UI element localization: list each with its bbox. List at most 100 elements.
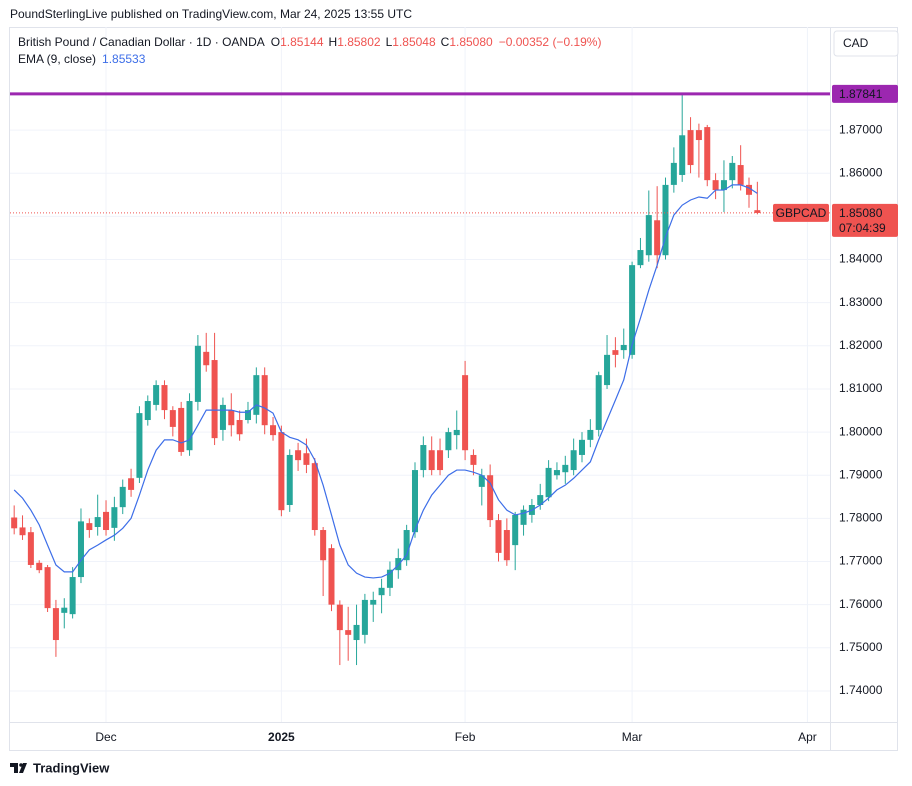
candle-body <box>261 375 268 426</box>
ohlc-value: 1.85048 <box>392 35 436 49</box>
candle-body <box>228 410 235 426</box>
candle-body <box>478 475 485 487</box>
candle-body <box>662 184 669 256</box>
x-tick-label: Apr <box>798 730 817 744</box>
symbol-legend: British Pound / Canadian Dollar · 1D · O… <box>18 35 601 49</box>
candle-body <box>629 265 636 355</box>
candle-body <box>420 445 427 471</box>
y-tick-label: 1.86000 <box>839 165 883 179</box>
candle-body <box>186 401 193 451</box>
ohlc-value: 1.85080 <box>449 35 493 49</box>
y-tick-label: 1.87000 <box>839 122 883 136</box>
ohlc-value: 1.85802 <box>337 35 381 49</box>
candle-body <box>286 454 293 506</box>
candle-body <box>754 210 761 213</box>
symbol-label-box <box>773 203 829 222</box>
indicator-legend: EMA (9, close) 1.85533 <box>18 52 146 66</box>
candle-body <box>503 530 510 561</box>
candle-body <box>712 180 719 191</box>
candle-body <box>470 454 477 465</box>
candle-body <box>695 130 702 141</box>
hline-label: 1.87841 <box>839 87 883 101</box>
candle-body <box>320 530 327 561</box>
candle-body <box>270 425 277 436</box>
candle-body <box>403 530 410 561</box>
symbol-label: GBPCAD <box>776 206 827 220</box>
indicator-value: 1.85533 <box>102 52 146 66</box>
candle-body <box>595 375 602 430</box>
candle-body <box>236 420 243 435</box>
candle-body <box>44 567 51 609</box>
currency-box[interactable] <box>833 30 899 57</box>
price-label: 1.85080 <box>839 206 883 220</box>
y-tick-label: 1.84000 <box>839 252 883 266</box>
candle-body <box>378 587 385 596</box>
candle-body <box>161 385 168 411</box>
candle-body <box>537 495 544 506</box>
y-tick-label: 1.82000 <box>839 338 883 352</box>
candle-body <box>670 162 677 185</box>
candle-body <box>69 577 76 615</box>
frame <box>9 27 898 751</box>
x-tick-label: Mar <box>622 730 643 744</box>
y-tick-label: 1.81000 <box>839 381 883 395</box>
candle-body <box>203 351 210 366</box>
ohlc-value: 1.85144 <box>280 35 324 49</box>
candle-body <box>520 509 527 525</box>
y-tick-label: 1.75000 <box>839 640 883 654</box>
y-tick-label: 1.78000 <box>839 511 883 525</box>
candle-body <box>729 162 736 181</box>
currency[interactable]: CAD <box>843 36 869 50</box>
candle-body <box>345 630 352 635</box>
candle-body <box>94 517 101 528</box>
candle-body <box>512 514 519 546</box>
footer-brand: TradingView <box>33 760 110 775</box>
x-tick-label: Dec <box>95 730 116 744</box>
hline-label-box <box>832 84 898 103</box>
candle-body <box>737 165 744 185</box>
candle-body <box>11 517 18 529</box>
candle-body <box>253 375 260 415</box>
candle-body <box>720 180 727 191</box>
candle-body <box>637 250 644 266</box>
candle-body <box>553 470 560 476</box>
candle-body <box>136 413 143 478</box>
candle-body <box>77 521 84 578</box>
candle-body <box>570 450 577 471</box>
candle-body <box>211 360 218 439</box>
symbol: British Pound / Canadian Dollar · 1D · O… <box>18 35 265 49</box>
candle-body <box>687 130 694 166</box>
candle-body <box>370 599 377 605</box>
publisher: PoundSterlingLive published on TradingVi… <box>10 7 412 21</box>
candle-body <box>169 410 176 427</box>
candle-body <box>679 135 686 175</box>
candle-body <box>178 407 185 452</box>
x-tick-label: Feb <box>455 730 476 744</box>
candle-body <box>19 527 26 536</box>
y-tick-label: 1.77000 <box>839 554 883 568</box>
candle-body <box>194 345 201 402</box>
candle-body <box>119 486 126 508</box>
candle-body <box>27 532 34 565</box>
plot-area <box>10 27 830 722</box>
ohlc-key: H <box>329 35 338 49</box>
candle-body <box>111 507 118 528</box>
candle-body <box>495 520 502 553</box>
y-tick-label: 1.80000 <box>839 424 883 438</box>
candle-body <box>295 450 302 461</box>
candle-body <box>545 467 552 498</box>
indicator: EMA (9, close) <box>18 52 96 66</box>
candle-body <box>428 450 435 471</box>
ohlc-key: L <box>386 35 393 49</box>
candle-body <box>153 385 160 405</box>
price-label-box <box>832 203 898 237</box>
candle-body <box>453 429 460 436</box>
candle-body <box>645 215 652 256</box>
candle-body <box>61 607 68 613</box>
ema-line <box>13 184 758 579</box>
candle-body <box>52 608 59 641</box>
y-tick-label: 1.76000 <box>839 597 883 611</box>
candle-body <box>328 548 335 605</box>
